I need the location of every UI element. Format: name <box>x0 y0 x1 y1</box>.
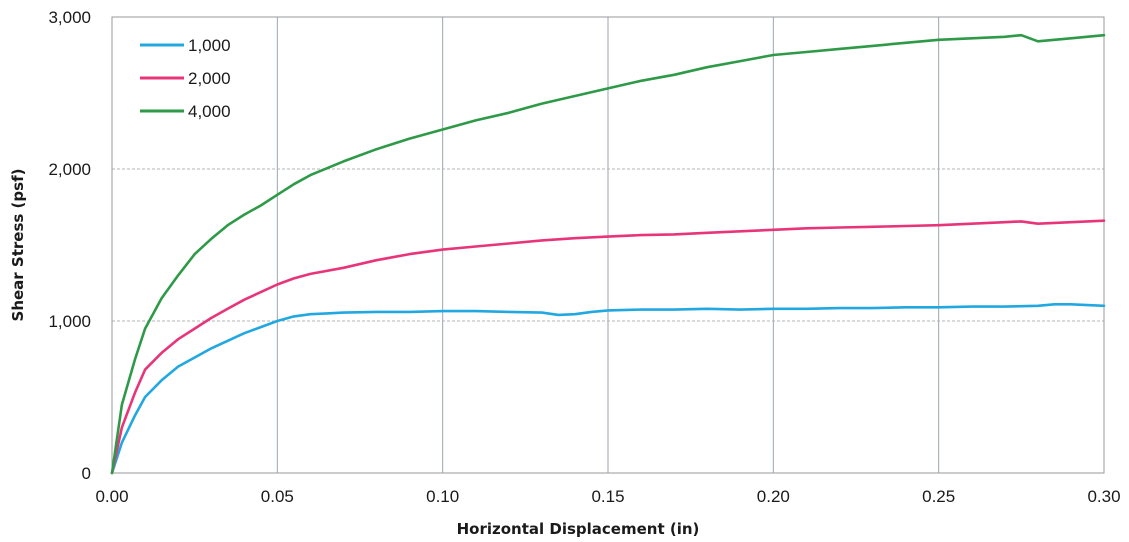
x-axis-title: Horizontal Displacement (in) <box>457 520 700 538</box>
legend-label: 4,000 <box>188 102 231 121</box>
series-line-1000 <box>110 303 1106 475</box>
y-tick-labels: 0 1,000 2,000 3,000 <box>48 8 91 483</box>
legend-label: 2,000 <box>188 69 231 88</box>
series-line-4000 <box>110 33 1106 475</box>
x-tick-label: 0.00 <box>95 487 128 506</box>
legend: 1,000 2,000 4,000 <box>140 36 231 121</box>
legend-label: 1,000 <box>188 36 231 55</box>
series-line-2000 <box>110 219 1106 475</box>
x-tick-label: 0.10 <box>426 487 459 506</box>
y-tick-label: 1,000 <box>48 312 91 331</box>
x-tick-label: 0.15 <box>591 487 624 506</box>
y-tick-label: 3,000 <box>48 8 91 27</box>
x-tick-label: 0.20 <box>757 487 790 506</box>
x-tick-label: 0.05 <box>261 487 294 506</box>
plot-area-border <box>111 16 1105 474</box>
x-tick-label: 0.25 <box>922 487 955 506</box>
grid-layer <box>112 17 1104 473</box>
series-layer <box>110 33 1106 475</box>
x-tick-label: 0.30 <box>1087 487 1120 506</box>
y-tick-label: 0 <box>82 464 91 483</box>
x-tick-labels: 0.00 0.05 0.10 0.15 0.20 0.25 0.30 <box>95 487 1120 506</box>
y-axis-title: Shear Stress (psf) <box>9 169 27 322</box>
y-tick-label: 2,000 <box>48 160 91 179</box>
